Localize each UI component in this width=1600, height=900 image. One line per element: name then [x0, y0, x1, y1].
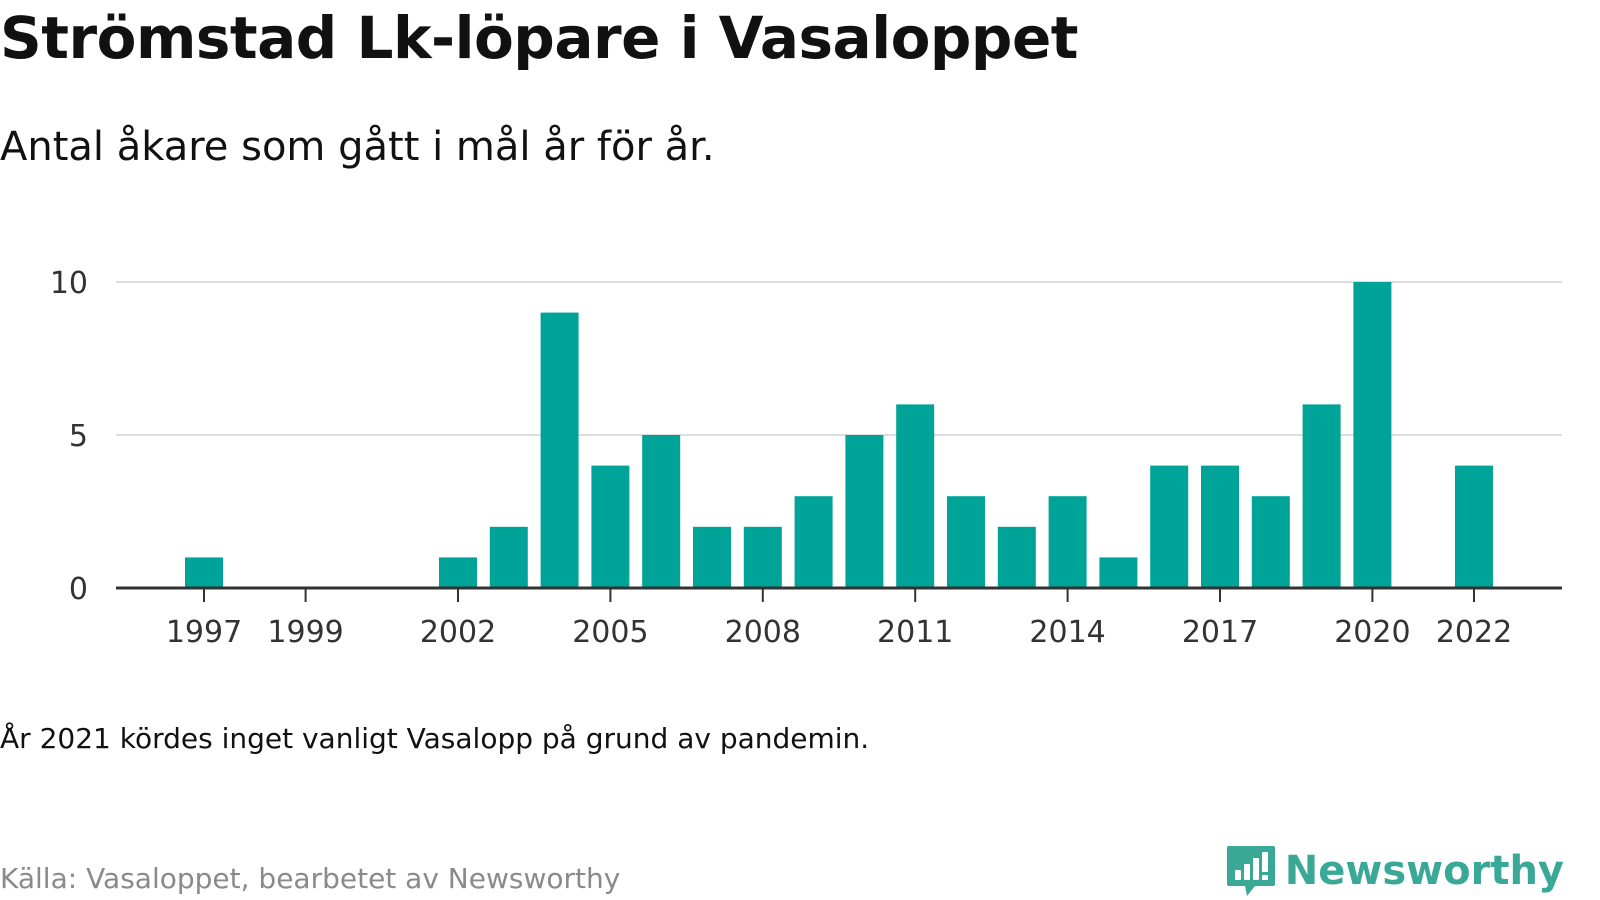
y-axis-tick-labels: 0 5 10 [50, 266, 88, 607]
x-tick-label: 2017 [1182, 615, 1258, 650]
bar-2012 [947, 496, 985, 588]
x-tick-label: 1999 [267, 615, 343, 650]
y-tick-label: 0 [69, 572, 88, 607]
bar-2015 [1099, 557, 1138, 588]
bar-2007 [693, 526, 731, 588]
newsworthy-logo: Newsworthy [1225, 844, 1564, 898]
x-tick-label: 2005 [572, 615, 648, 650]
y-tick-label: 5 [69, 419, 88, 454]
x-axis: 1997 1999 2002 2005 2008 2011 2014 2017 2020 2022 [116, 586, 1562, 650]
bar-chart-exclamation-icon [1226, 846, 1275, 896]
bar-2009 [794, 496, 833, 588]
bar-2010 [845, 435, 884, 588]
y-tick-label: 10 [50, 266, 88, 301]
bar-2004 [540, 312, 579, 588]
bar-2006 [642, 435, 681, 588]
brand-name: Newsworthy [1284, 848, 1564, 894]
bar-2016 [1150, 465, 1189, 588]
x-tick-label: 2002 [420, 615, 496, 650]
x-tick-label: 2020 [1334, 615, 1410, 650]
x-tick-label: 2022 [1436, 615, 1512, 650]
grid-lines [116, 281, 1562, 436]
bar-1997 [185, 557, 223, 588]
x-tick-label: 2011 [877, 615, 953, 650]
bar-2003 [489, 526, 528, 588]
bar-2022 [1455, 465, 1493, 588]
bar-2005 [591, 465, 630, 588]
bar-2017 [1201, 465, 1239, 588]
bar-chart: 0 5 10 1997 1999 2002 2005 2008 2011 2014 2017 202… [50, 266, 1562, 650]
bar-2020 [1353, 282, 1392, 588]
chart-title: Strömstad Lk-löpare i Vasaloppet [0, 4, 1079, 72]
bar-series [185, 282, 1493, 588]
bar-2013 [997, 526, 1036, 588]
chart-note: År 2021 kördes inget vanligt Vasalopp på… [0, 722, 870, 755]
bar-2018 [1251, 496, 1290, 588]
x-tick-label: 2008 [725, 615, 801, 650]
bar-2011 [896, 404, 935, 588]
source-credit: Källa: Vasaloppet, bearbetet av Newswort… [0, 862, 621, 895]
bar-2002 [439, 557, 477, 588]
x-tick-label: 2014 [1029, 615, 1105, 650]
bar-2008 [743, 526, 782, 588]
bar-2014 [1048, 496, 1087, 588]
bar-2019 [1302, 404, 1341, 588]
x-tick-label: 1997 [166, 615, 242, 650]
chart-subtitle: Antal åkare som gått i mål år för år. [0, 124, 715, 170]
